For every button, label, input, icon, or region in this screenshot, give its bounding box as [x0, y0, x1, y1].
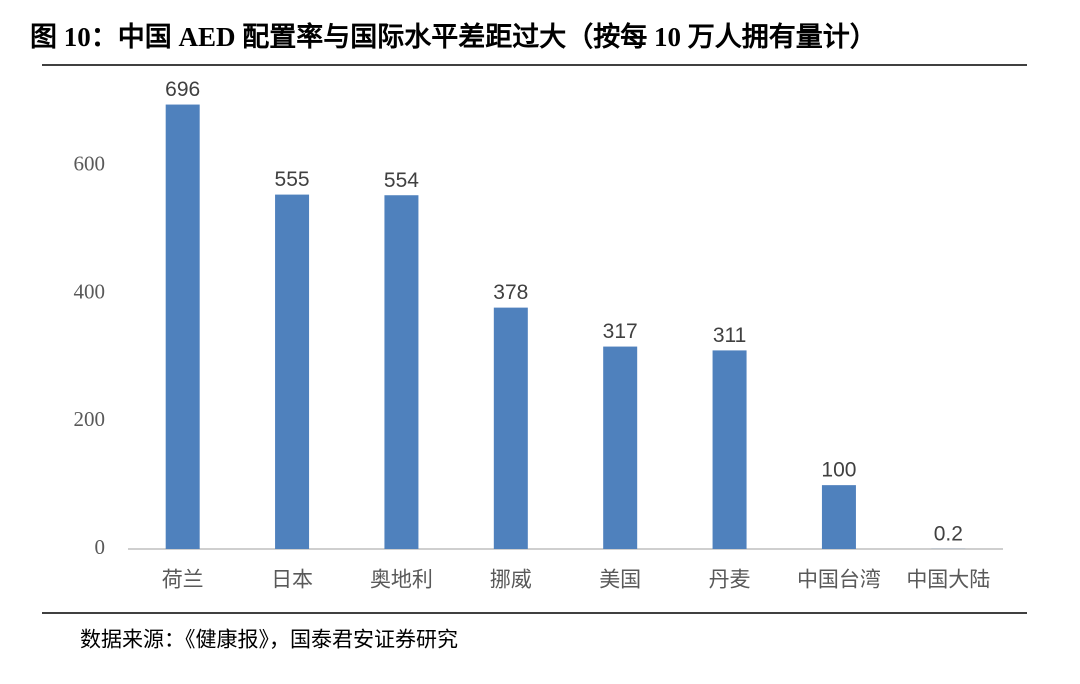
data-label: 554 [384, 169, 419, 192]
data-label: 555 [275, 168, 310, 191]
bar [603, 346, 638, 549]
bar [821, 485, 856, 549]
source-note: 数据来源：《健康报》，国泰君安证券研究 [80, 628, 458, 652]
bar [712, 350, 747, 549]
x-tick-label: 美国 [599, 568, 641, 592]
y-tick-label: 200 [74, 407, 106, 431]
chart-title: 图 10：中国 AED 配置率与国际水平差距过大（按每 10 万人拥有量计） [30, 21, 877, 52]
data-label: 100 [821, 459, 856, 482]
x-tick-label: 挪威 [490, 568, 532, 592]
x-tick-label: 荷兰 [162, 568, 204, 592]
x-tick-label: 奥地利 [370, 568, 433, 592]
data-label: 378 [493, 281, 528, 304]
y-tick-label: 400 [74, 279, 106, 303]
y-tick-label: 600 [74, 152, 106, 176]
data-label: 311 [713, 324, 746, 347]
bar [275, 194, 310, 550]
data-label: 696 [165, 78, 200, 101]
data-label: 0.2 [934, 522, 963, 545]
data-label: 317 [603, 320, 638, 343]
bar [165, 104, 200, 549]
bar [493, 307, 528, 549]
bar [384, 195, 419, 549]
x-tick-label: 中国台湾 [797, 568, 881, 592]
y-tick-label: 0 [95, 535, 106, 559]
x-tick-label: 丹麦 [709, 568, 751, 592]
x-tick-label: 日本 [271, 568, 313, 592]
x-tick-label: 中国大陆 [906, 568, 990, 592]
